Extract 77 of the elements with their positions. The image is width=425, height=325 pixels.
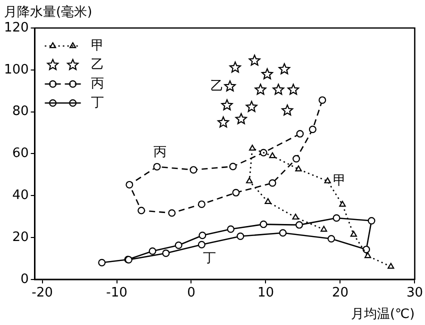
point [198, 200, 206, 208]
point [269, 152, 276, 158]
point [236, 232, 244, 240]
annotation: 甲 [333, 174, 346, 189]
x-axis-title: 月均温(℃) [350, 307, 415, 322]
point [324, 177, 331, 184]
y-tick-label: 100 [4, 62, 29, 78]
x-tick-label: 20 [332, 286, 349, 301]
point [246, 177, 253, 184]
point [174, 242, 182, 249]
point [268, 179, 276, 187]
point [260, 220, 268, 228]
x-tick-label: 10 [257, 286, 274, 301]
point [221, 99, 233, 110]
legend-label: 丙 [90, 76, 104, 92]
point [229, 162, 237, 170]
point [296, 221, 304, 229]
point [190, 166, 198, 174]
annotation: 丁 [202, 251, 216, 266]
point [278, 63, 290, 74]
point [261, 68, 274, 80]
point [320, 226, 328, 232]
point [224, 80, 236, 92]
point [168, 209, 176, 217]
point [282, 104, 294, 116]
point [362, 246, 370, 254]
annotation: 丙 [153, 145, 166, 160]
point [232, 188, 240, 196]
point [218, 116, 230, 128]
point [388, 262, 394, 269]
point [279, 229, 287, 237]
point [260, 148, 268, 156]
x-tick-label: -10 [106, 286, 128, 301]
legend-label: 甲 [90, 38, 104, 54]
point [138, 206, 146, 214]
x-tick-label: 30 [406, 286, 423, 301]
point [296, 130, 304, 138]
x-tick-label: 0 [187, 286, 196, 301]
point [198, 240, 206, 248]
point [264, 198, 272, 204]
point [226, 225, 234, 233]
point [318, 96, 326, 104]
point [254, 84, 266, 95]
y-tick-label: 20 [12, 230, 29, 245]
point [249, 144, 256, 151]
point [162, 249, 170, 257]
x-tick-label: -20 [32, 286, 53, 301]
point [364, 252, 372, 258]
point [148, 247, 156, 255]
y-axis-title: 月降水量(毫米) [4, 4, 92, 20]
point [368, 216, 376, 224]
point [350, 230, 357, 237]
point [235, 113, 247, 124]
point [229, 62, 241, 73]
point [98, 258, 106, 266]
point [292, 154, 300, 162]
point [295, 165, 302, 172]
point [288, 84, 300, 95]
point [328, 235, 336, 243]
y-tick-label: 0 [20, 272, 29, 287]
point [248, 54, 260, 66]
y-tick-label: 80 [12, 104, 29, 120]
point [332, 214, 340, 222]
point [153, 162, 161, 170]
annotation: 乙 [210, 78, 224, 94]
legend-label: 乙 [90, 57, 104, 72]
point [308, 126, 316, 134]
y-tick-label: 60 [12, 146, 29, 162]
y-tick-label: 120 [4, 20, 29, 36]
point [272, 84, 284, 95]
y-tick-label: 40 [12, 188, 29, 203]
legend-label: 丁 [90, 95, 104, 110]
point [198, 232, 206, 240]
point [292, 214, 299, 220]
point [126, 180, 134, 188]
point [339, 200, 346, 207]
point [246, 100, 258, 112]
